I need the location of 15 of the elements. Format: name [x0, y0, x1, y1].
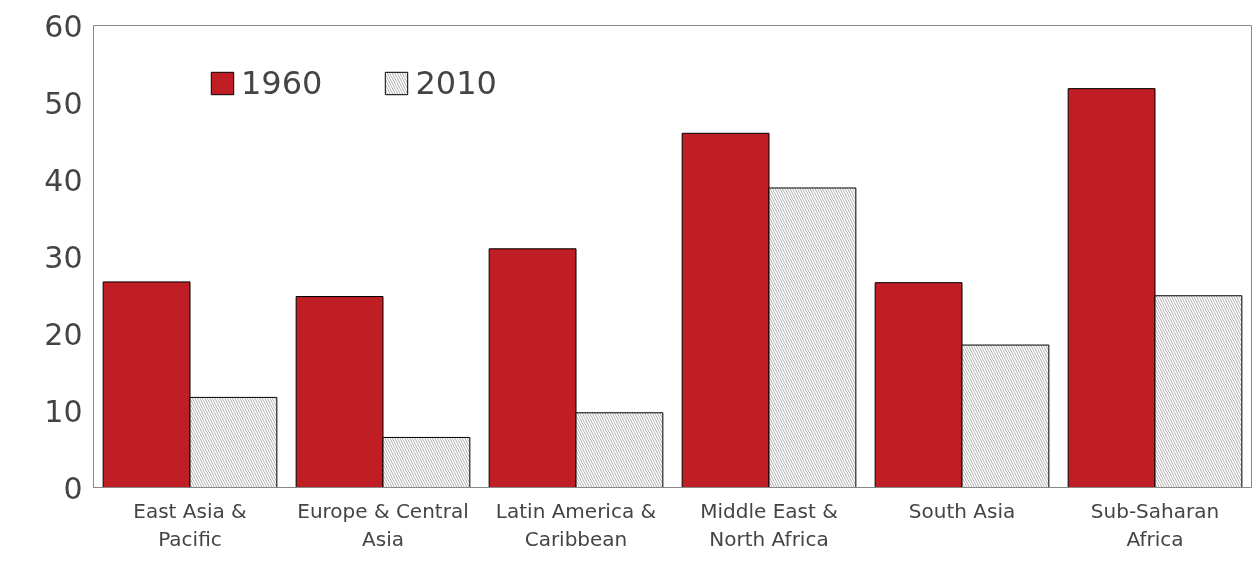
x-tick-label: East Asia & Pacific	[133, 498, 247, 552]
y-tick-label: 10	[44, 393, 83, 429]
legend-label: 2010	[415, 64, 497, 102]
x-tick-label: South Asia	[908, 498, 1016, 523]
x-tick-label: Middle East & North Africa	[700, 498, 838, 552]
y-tick-label: 20	[44, 316, 83, 352]
x-tick-label: Latin America & Caribbean	[495, 498, 657, 552]
legend-label: 1960	[241, 64, 323, 102]
y-tick-label: 30	[44, 239, 83, 275]
y-tick-label: 50	[44, 85, 83, 121]
x-tick-label: Sub-Saharan Africa	[1090, 498, 1220, 552]
x-tick-label: Europe & Central Asia	[297, 498, 469, 552]
y-tick-label: 60	[44, 8, 83, 44]
y-tick-label: 0	[63, 470, 83, 506]
y-tick-label: 40	[44, 162, 83, 198]
